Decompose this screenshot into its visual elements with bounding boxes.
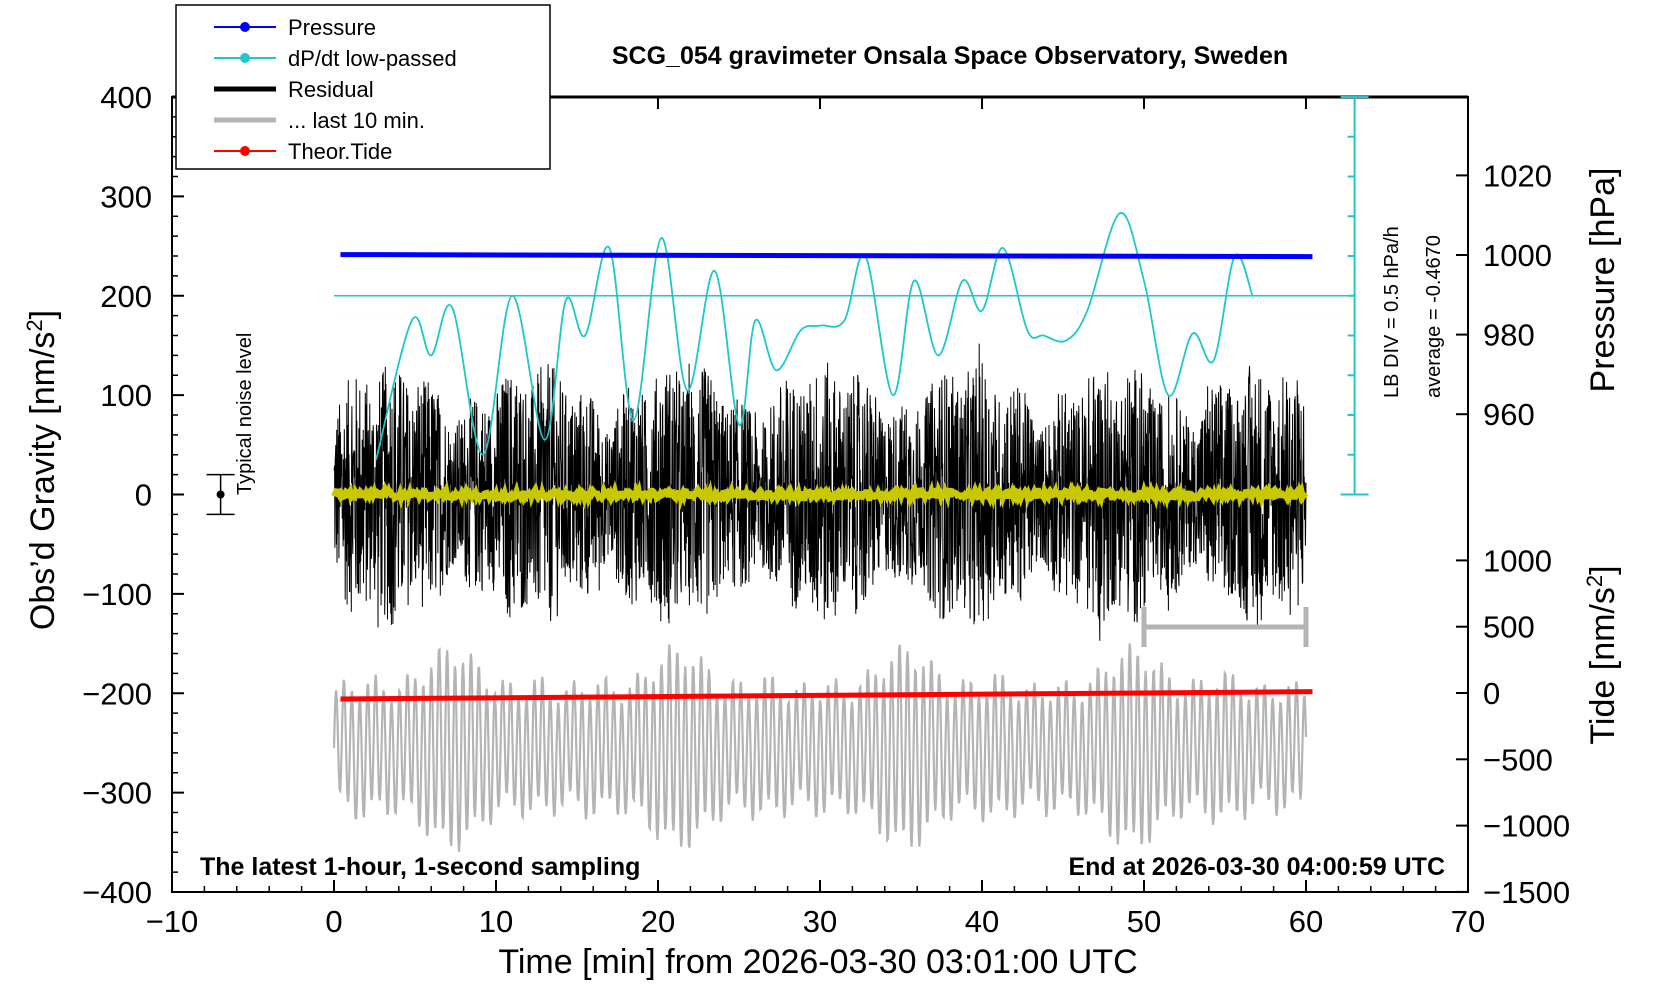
tide-tick-label: −500 xyxy=(1483,742,1553,777)
y-tick-label: −300 xyxy=(82,776,152,811)
legend-label: Pressure xyxy=(288,15,376,40)
pressure-tick-label: 1020 xyxy=(1483,158,1552,193)
residual-trace xyxy=(333,343,1307,641)
y-tick-label: 100 xyxy=(100,378,152,413)
data-traces xyxy=(331,212,1355,852)
x-tick-label: 20 xyxy=(641,904,675,939)
tide-axis-title: Tide [nm/s2] xyxy=(1582,565,1622,744)
y-tick-label: 200 xyxy=(100,279,152,314)
x-axis-title: Time [min] from 2026-03-30 03:01:00 UTC xyxy=(498,943,1137,981)
smoothed-residual-trace xyxy=(331,479,1309,511)
x-tick-label: 60 xyxy=(1289,904,1323,939)
x-axis: −10 0 10 20 30 40 50 60 70 xyxy=(146,97,1485,939)
tide-tick-label: −1500 xyxy=(1483,875,1570,910)
x-tick-label: 30 xyxy=(803,904,837,939)
legend-label: dP/dt low-passed xyxy=(288,46,457,71)
lb-div-scale xyxy=(1340,96,1369,496)
y-tick-label: −400 xyxy=(82,875,152,910)
pressure-axis-title: Pressure [hPa] xyxy=(1584,168,1622,393)
lb-div-label: LB DIV = 0.5 hPa/h xyxy=(1381,226,1403,398)
sampling-note: The latest 1-hour, 1-second sampling xyxy=(200,853,640,881)
legend: Pressure dP/dt low-passed Residual ... last… xyxy=(175,4,551,170)
x-tick-label: 50 xyxy=(1127,904,1161,939)
y-axis-title-left: Obs’d Gravity [nm/s2] xyxy=(22,310,62,630)
noise-point xyxy=(216,490,225,499)
legend-marker xyxy=(240,22,250,32)
end-time-note: End at 2026-03-30 04:00:59 UTC xyxy=(1068,853,1445,881)
y-tick-label: −100 xyxy=(82,577,152,612)
last-10-min-trace xyxy=(332,643,1308,852)
pressure-tick-label: 1000 xyxy=(1483,238,1552,273)
noise-level-label: Typical noise level xyxy=(234,333,256,495)
legend-label: ... last 10 min. xyxy=(288,108,425,133)
x-tick-label: 40 xyxy=(965,904,999,939)
legend-label: Residual xyxy=(288,77,374,102)
y-tick-label: −200 xyxy=(82,676,152,711)
tide-tick-label: 500 xyxy=(1483,610,1535,645)
tide-tick-label: 1000 xyxy=(1483,543,1552,578)
y-tick-label: 300 xyxy=(100,179,152,214)
average-label: average = -0.4670 xyxy=(1423,235,1445,398)
y-tick-label: 400 xyxy=(100,80,152,115)
y-axis-right: 960 980 1000 1020 −1500 −1000 −500 0 500 1000 xyxy=(1456,158,1570,910)
x-tick-label: 70 xyxy=(1451,904,1485,939)
legend-label: Theor.Tide xyxy=(288,139,392,164)
y-axis-gravity: −400 −300 −200 −100 0 100 200 300 400 xyxy=(82,80,184,910)
pressure-trace xyxy=(340,252,1313,260)
tide-tick-label: −1000 xyxy=(1483,809,1570,844)
chart-title: SCG_054 gravimeter Onsala Space Observat… xyxy=(612,42,1288,70)
x-tick-label: 10 xyxy=(479,904,513,939)
x-tick-label: 0 xyxy=(325,904,342,939)
pressure-tick-label: 980 xyxy=(1483,318,1535,353)
typical-noise-indicator xyxy=(206,473,235,516)
legend-marker xyxy=(240,53,250,63)
pressure-tick-label: 960 xyxy=(1483,397,1535,432)
y-tick-label: 0 xyxy=(135,478,152,513)
x-tick-label: −10 xyxy=(146,904,199,939)
legend-marker xyxy=(240,146,250,156)
tide-tick-label: 0 xyxy=(1483,676,1500,711)
tide-trace xyxy=(340,689,1313,702)
